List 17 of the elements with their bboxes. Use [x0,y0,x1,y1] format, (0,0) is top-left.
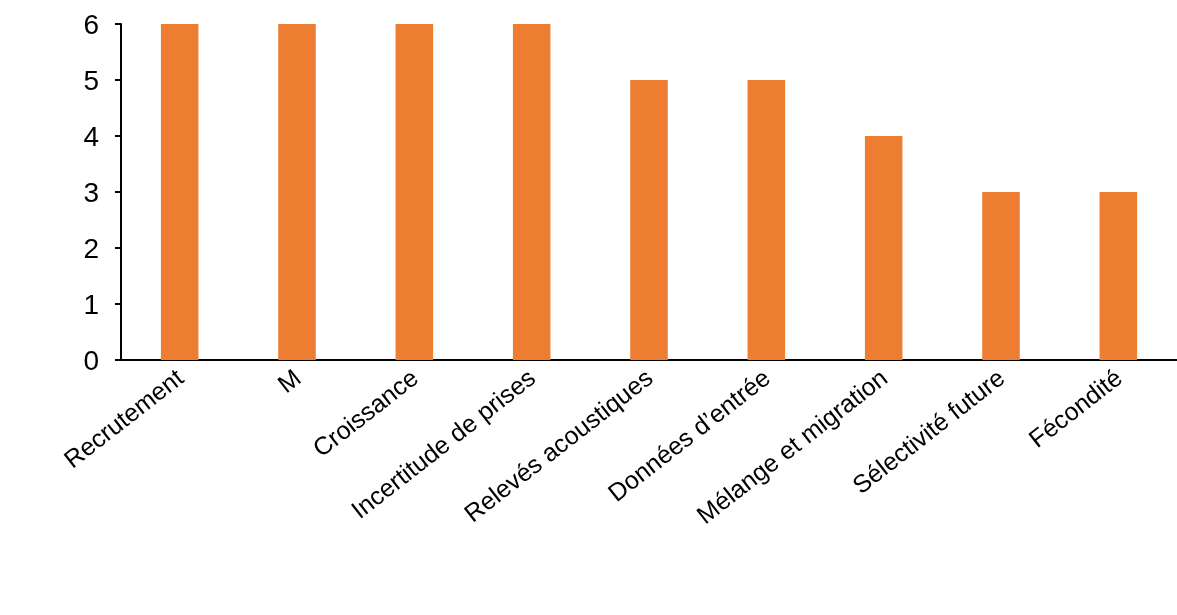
bar [982,192,1020,360]
x-tick-label: M [271,362,306,398]
y-tick-label: 0 [83,344,99,376]
bar [747,80,786,360]
bar [512,24,551,360]
y-tick-label: 2 [83,232,99,264]
bar [160,24,199,360]
y-tick-label: 1 [83,288,99,320]
bar [1099,192,1138,360]
y-tick-label: 4 [83,120,99,152]
bar [278,24,316,360]
bar [864,136,903,360]
y-tick-label: 6 [83,8,99,40]
bar [630,80,668,360]
y-tick-label: 3 [83,176,99,208]
y-tick-label: 5 [83,64,99,96]
bar [395,24,434,360]
